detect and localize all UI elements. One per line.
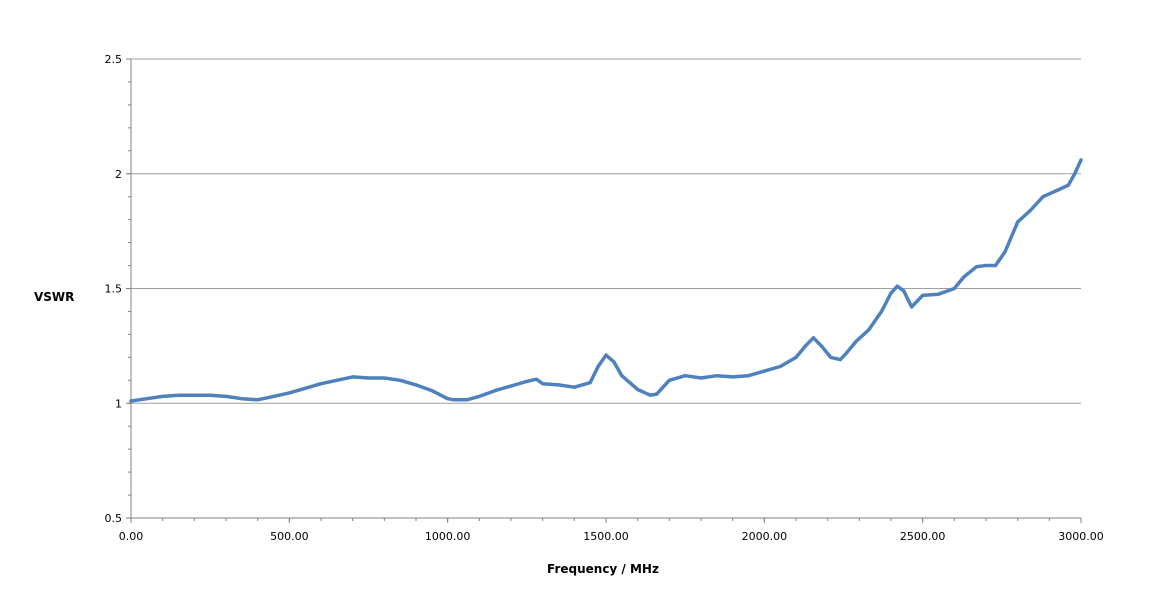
vswr-data-point — [446, 397, 450, 401]
vswr-data-point — [192, 393, 196, 397]
vswr-data-point — [921, 293, 925, 297]
vswr-data-point — [319, 382, 323, 386]
vswr-data-point — [984, 263, 988, 268]
vswr-data-point — [962, 275, 966, 279]
x-tick-label: 1500.00 — [583, 530, 629, 543]
y-tick-label: 2 — [115, 168, 122, 181]
vswr-data-point — [452, 398, 456, 402]
vswr-data-point — [1016, 220, 1020, 224]
vswr-data-point — [993, 263, 998, 268]
axes: 0.5 1 1.5 2 2.5 0.00 500.00 1000.00 1500.00 2000.… — [105, 53, 1104, 543]
vswr-data-point — [612, 360, 616, 364]
vswr-data-point — [778, 364, 782, 369]
vswr-data-point — [889, 291, 893, 295]
gridlines — [131, 58, 1081, 404]
vswr-data-point — [794, 355, 798, 359]
vswr-data-point — [161, 394, 165, 398]
vswr-data-point — [303, 386, 307, 390]
vswr-data-point — [176, 393, 181, 397]
vswr-data-point — [534, 377, 538, 381]
x-tick-label: 2000.00 — [742, 530, 788, 543]
y-tick-label: 1.5 — [105, 283, 123, 296]
vswr-data-point — [731, 375, 735, 379]
vswr-data-point — [382, 376, 386, 380]
vswr-data-point — [271, 394, 276, 398]
y-tick-label: 0.5 — [105, 512, 123, 525]
vswr-data-point — [867, 328, 871, 332]
y-axis-title: VSWR — [34, 290, 74, 304]
vswr-data-point — [803, 344, 808, 348]
vswr-data-point — [1079, 158, 1083, 162]
vswr-data-point — [655, 392, 659, 396]
series-layer — [129, 158, 1083, 403]
vswr-data-point — [1003, 250, 1007, 254]
vswr-data-point — [525, 379, 529, 383]
vswr-data-point — [1028, 208, 1032, 213]
vswr-data-point — [509, 384, 513, 388]
x-tick-label: 2500.00 — [900, 530, 946, 543]
vswr-series-line — [129, 158, 1083, 403]
vswr-data-point — [145, 397, 149, 401]
vswr-data-point — [974, 265, 979, 269]
vswr-data-point — [224, 394, 228, 398]
vswr-data-point — [1054, 189, 1058, 193]
vswr-data-point — [902, 289, 906, 293]
vswr-data-point — [636, 387, 640, 392]
vswr-data-point — [256, 398, 260, 402]
vswr-data-point — [762, 369, 766, 373]
vswr-data-point — [588, 381, 592, 385]
vswr-data-point — [335, 378, 339, 382]
x-tick-label: 1000.00 — [425, 530, 471, 543]
vswr-data-point — [952, 286, 956, 291]
vswr-data-point — [648, 393, 652, 397]
vswr-data-point — [811, 336, 816, 340]
vswr-data-point — [1073, 172, 1077, 176]
vswr-data-point — [351, 375, 355, 379]
vswr-data-point — [845, 351, 849, 355]
vswr-data-point — [430, 389, 434, 393]
vswr-data-point — [936, 292, 941, 296]
vswr-data-point — [746, 374, 751, 378]
vswr-data-point — [208, 393, 212, 397]
vswr-data-point — [667, 378, 671, 382]
vswr-data-point — [895, 284, 899, 288]
vswr-data-point — [287, 391, 291, 395]
y-tick-label: 1 — [115, 397, 122, 410]
vswr-data-point — [398, 378, 402, 382]
x-tick-label: 500.00 — [270, 530, 309, 543]
vswr-data-point — [879, 309, 884, 314]
vswr-data-point — [541, 382, 545, 386]
vswr-data-point — [819, 344, 823, 348]
vswr-data-point — [477, 394, 481, 398]
x-tick-label: 3000.00 — [1058, 530, 1104, 543]
vswr-data-point — [715, 374, 719, 378]
x-axis-title: Frequency / MHz — [547, 562, 659, 576]
vswr-data-point — [1041, 195, 1045, 199]
vswr-data-point — [620, 374, 624, 378]
vswr-data-point — [683, 374, 687, 378]
vswr-data-point — [910, 305, 914, 309]
vswr-data-point — [556, 383, 561, 387]
vswr-data-point — [366, 376, 371, 380]
vswr-data-point — [1066, 183, 1070, 187]
vswr-data-point — [699, 376, 703, 380]
vswr-data-point — [604, 353, 608, 357]
vswr-data-point — [572, 385, 576, 389]
vswr-data-point — [414, 383, 418, 387]
vswr-data-point — [854, 339, 858, 343]
vswr-data-point — [129, 399, 133, 403]
vswr-data-point — [240, 397, 244, 401]
vswr-data-point — [596, 364, 600, 369]
vswr-data-point — [838, 358, 842, 362]
x-tick-label: 0.00 — [119, 530, 144, 543]
vswr-data-point — [465, 398, 469, 402]
y-tick-label: 2.5 — [105, 53, 123, 66]
vswr-data-point — [829, 355, 833, 359]
vswr-data-point — [493, 389, 497, 393]
